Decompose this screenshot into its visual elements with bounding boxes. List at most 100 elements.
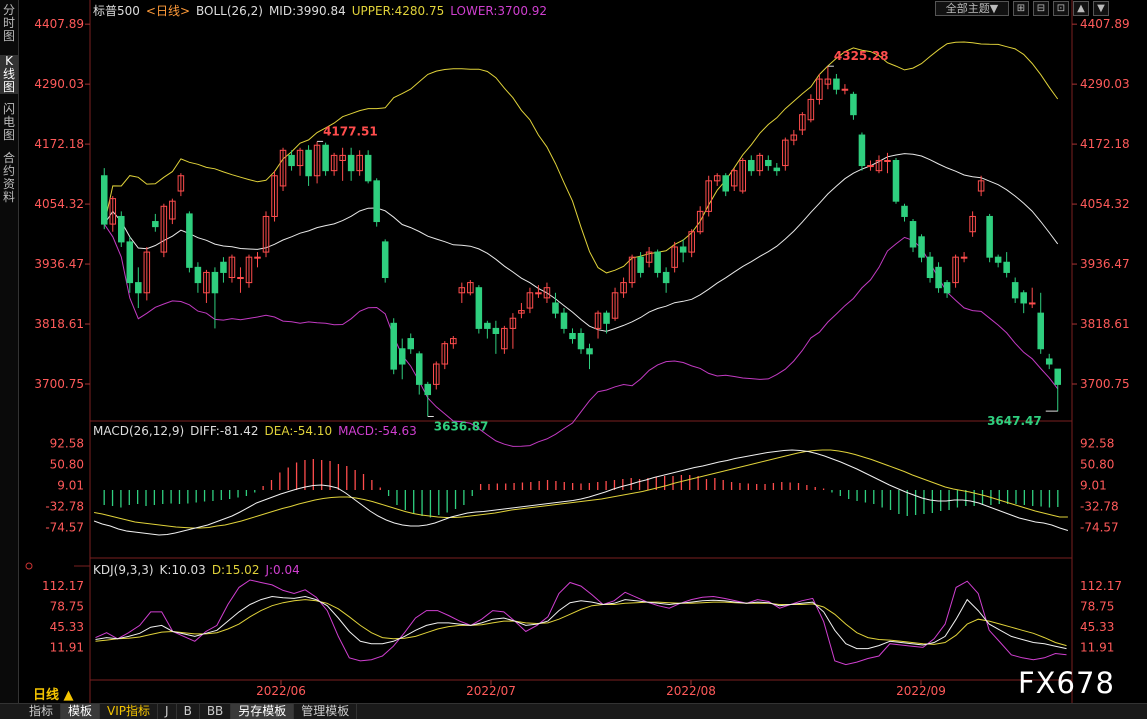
candle-body <box>424 383 432 396</box>
candle-body <box>875 159 883 172</box>
date-label: 2022/07 <box>466 684 516 698</box>
price-annotation: 3636.87 <box>434 420 489 434</box>
bottom-tab-5[interactable]: BB <box>200 704 232 719</box>
kdj-y-label: 11.91 <box>50 640 84 654</box>
symbol-name: 标普500 <box>93 4 140 18</box>
y-tick-label: 3936.47 <box>34 257 84 271</box>
bottom-tab-3[interactable]: J <box>158 704 177 719</box>
kdj-marker-icon <box>25 562 33 570</box>
candle-body <box>441 343 449 365</box>
macd-y-label: -74.57 <box>1080 520 1119 534</box>
candle-body <box>322 144 329 172</box>
macd-y-label: 92.58 <box>50 437 84 451</box>
bottom-tab-7[interactable]: 管理模板 <box>294 704 358 719</box>
candle-body <box>586 348 593 355</box>
candle-body <box>969 215 976 233</box>
kdj-y-label: 11.91 <box>1080 640 1114 654</box>
candle-body <box>756 154 764 172</box>
candle-body <box>492 327 500 334</box>
bottom-tab-6[interactable]: 另存模板 <box>231 704 295 719</box>
candle-body <box>535 292 542 295</box>
macd-dea: DEA:-54.10 <box>264 424 333 438</box>
candle-body <box>475 287 483 329</box>
candle-body <box>1054 368 1062 385</box>
candle-body <box>671 246 678 268</box>
candle-body <box>901 205 908 217</box>
kdj-header: KDJ(9,3,3) K:10.03 D:15.02 J:0.04 <box>93 563 306 577</box>
candle-body <box>560 312 568 329</box>
candle-body <box>1011 282 1019 299</box>
macd-y-label: 50.80 <box>1080 458 1114 472</box>
candle-body <box>313 144 321 177</box>
macd-y-label: 50.80 <box>50 458 84 472</box>
kdj-y-label: 112.17 <box>1080 579 1122 593</box>
sidebar-tab-2[interactable]: 闪电图 <box>2 102 15 142</box>
candle-body <box>790 134 798 141</box>
candle-body <box>977 180 985 192</box>
split-icon[interactable]: ⊟ <box>1033 1 1049 16</box>
candle-body <box>654 251 661 273</box>
candle-body <box>773 167 781 172</box>
scroll-down-icon[interactable]: ▼ <box>1093 1 1109 16</box>
date-label: 2022/08 <box>666 684 716 698</box>
overlay-select[interactable]: 全部主题▼ <box>935 1 1009 16</box>
boll-mid: MID:3990.84 <box>268 4 346 18</box>
candle-body <box>433 363 440 385</box>
candle-body <box>960 256 968 259</box>
candle-body <box>935 266 942 289</box>
candle-body <box>347 154 355 172</box>
candle-body <box>816 78 823 100</box>
bottom-tab-2[interactable]: VIP指标 <box>100 704 159 719</box>
candle-body <box>730 170 738 187</box>
kdj-y-label: 78.75 <box>1080 600 1114 614</box>
boll-indicator[interactable]: BOLL(26,2) <box>196 4 263 18</box>
candle-body <box>526 292 534 309</box>
price-annotation: 4177.51 <box>323 124 378 138</box>
candle-body <box>594 312 602 329</box>
sidebar-tab-0[interactable]: 分时图 <box>2 3 15 43</box>
bottom-tab-0[interactable]: 指标 <box>22 704 62 719</box>
candle-body <box>722 175 729 192</box>
candle-body <box>620 282 627 294</box>
candle-body <box>373 180 380 223</box>
price-annotation: 3647.47 <box>987 414 1042 428</box>
candle-body <box>245 256 253 284</box>
kdj-name[interactable]: KDJ(9,3,3) <box>93 563 154 577</box>
y-tick-label: 4290.03 <box>34 77 84 91</box>
candle-body <box>841 88 849 91</box>
bottom-tab-1[interactable]: 模板 <box>61 704 101 719</box>
grid-icon[interactable]: ⊞ <box>1013 1 1029 16</box>
candle-body <box>858 134 866 167</box>
candle-body <box>330 154 338 172</box>
macd-name[interactable]: MACD(26,12,9) <box>93 424 185 438</box>
kdj-y-label: 45.33 <box>1080 620 1114 634</box>
candle-body <box>450 338 457 345</box>
period-tag[interactable]: <日线> <box>145 4 191 18</box>
y-tick-label: 3818.61 <box>34 317 84 331</box>
chart-canvas: 4407.89 4407.89 4290.03 4290.03 4172.18 4172.… <box>25 0 1130 703</box>
candle-body <box>398 348 406 365</box>
sidebar-tab-3[interactable]: 合约资料 <box>2 151 15 204</box>
candle-body <box>603 312 610 324</box>
period-selector[interactable]: 日线 ▲ <box>33 688 74 703</box>
candle-body <box>662 271 670 284</box>
layout-icon[interactable]: ⊡ <box>1053 1 1069 16</box>
scroll-up-icon[interactable]: ▲ <box>1073 1 1089 16</box>
candle-body <box>705 180 712 212</box>
dea-line <box>94 449 1068 529</box>
kdj-j: J:0.04 <box>265 563 300 577</box>
candle-body <box>552 302 559 314</box>
bottom-tab-4[interactable]: B <box>177 704 200 719</box>
candle-body <box>909 221 917 248</box>
candle-body <box>109 198 117 225</box>
watermark-logo: FX678 <box>1018 666 1115 700</box>
kdj-y-label: 45.33 <box>50 620 84 634</box>
candle-body <box>679 246 687 253</box>
candle-body <box>262 215 270 253</box>
y-tick-label: 4407.89 <box>1080 17 1130 31</box>
candle-body <box>952 256 959 284</box>
main-chart-header: 标普500 <日线> BOLL(26,2) MID:3990.84 UPPER:4280… <box>93 2 553 19</box>
kdj-k-line <box>95 595 1067 650</box>
